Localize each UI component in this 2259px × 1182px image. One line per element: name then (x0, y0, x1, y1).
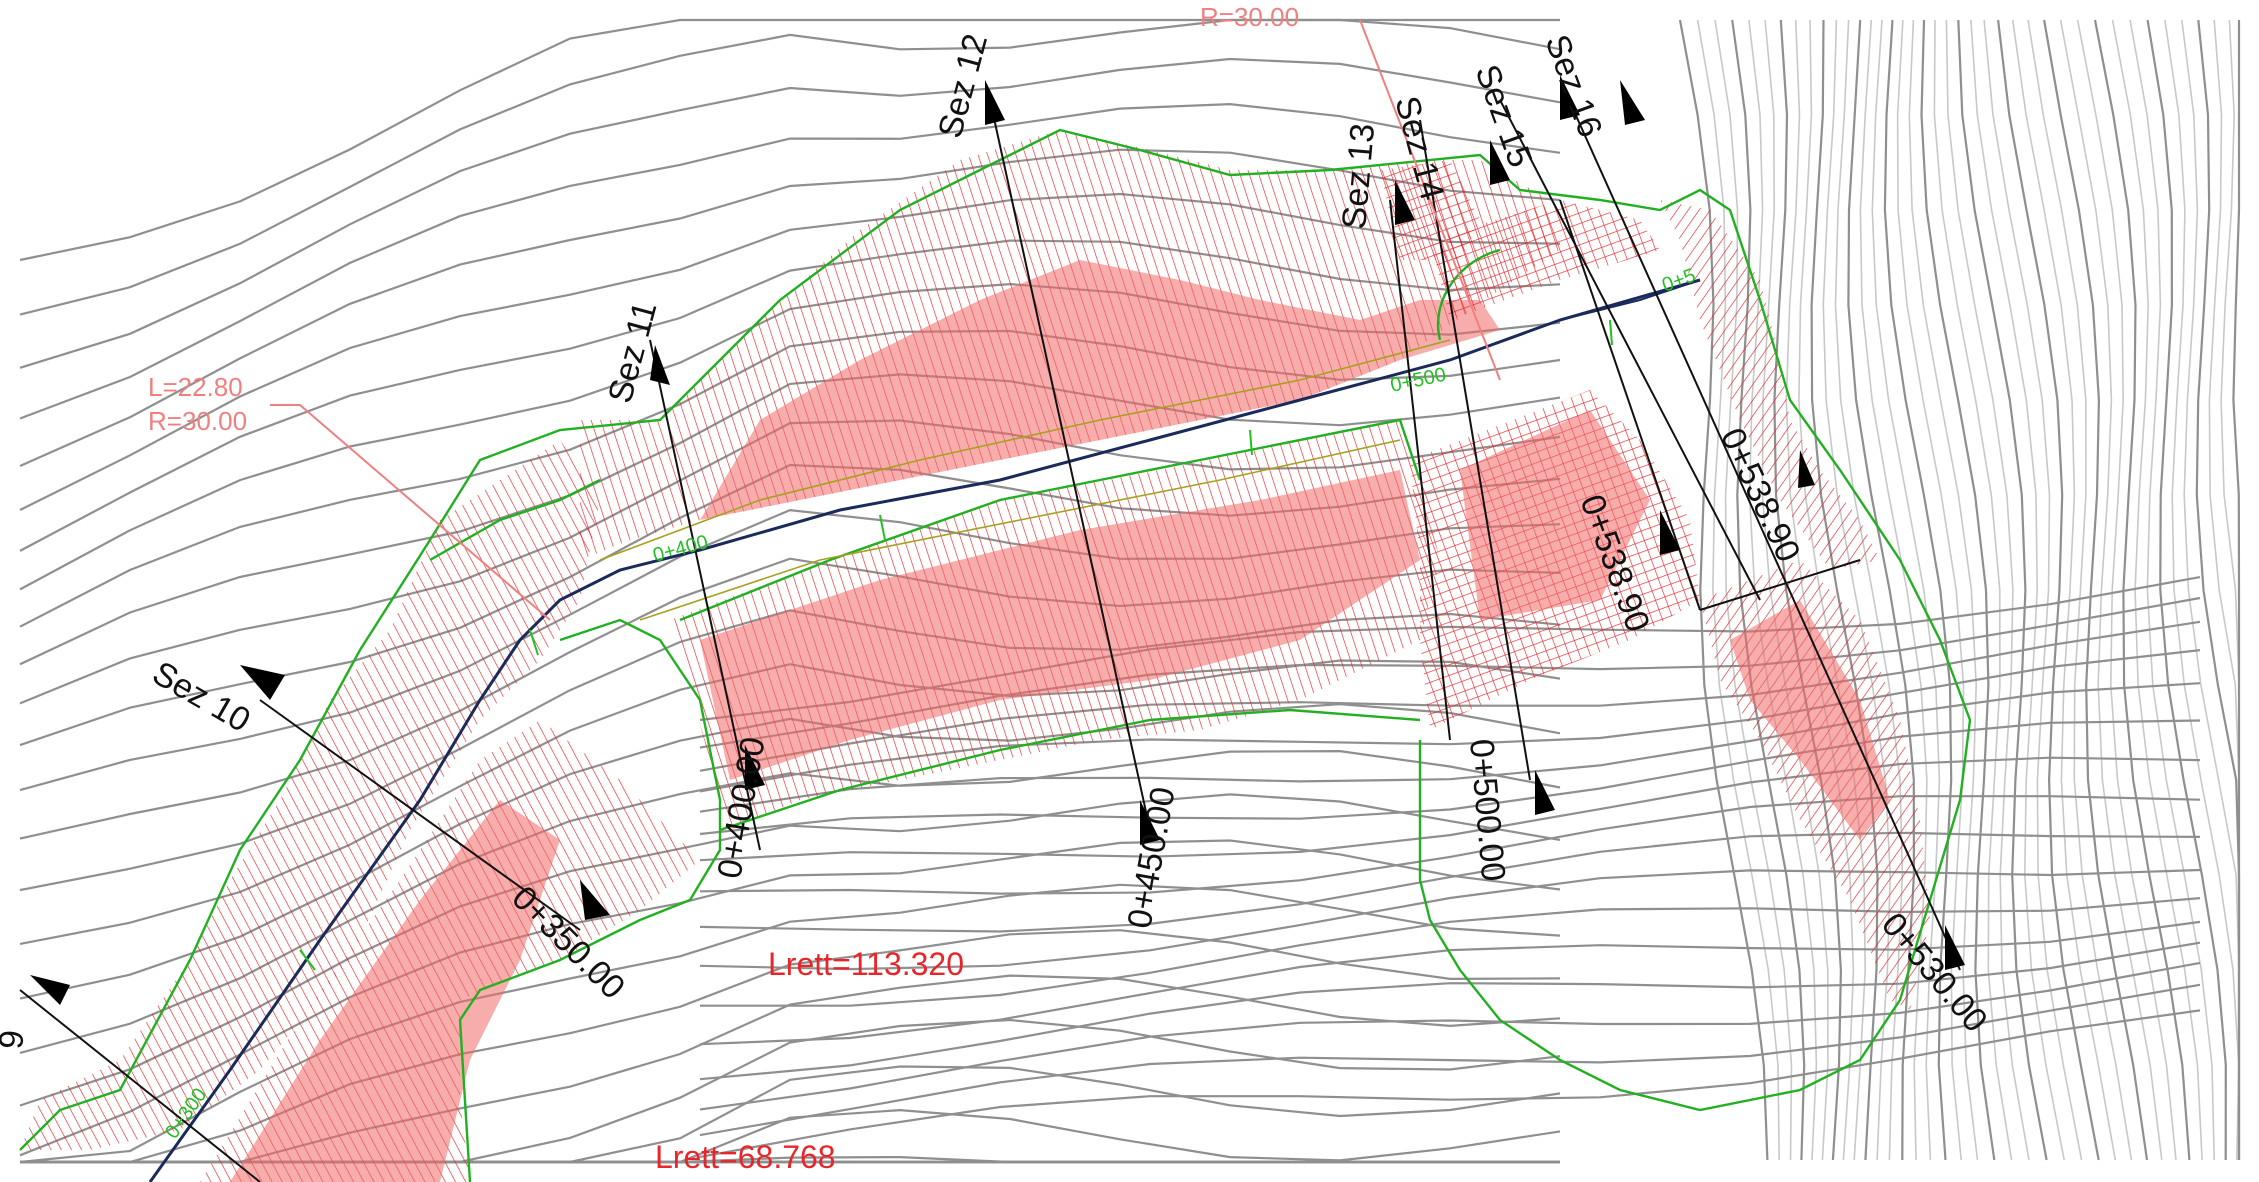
contour-line (1945, 19, 2030, 1161)
contour-line (699, 795, 2201, 895)
grid-area-junction-dense (1460, 410, 1650, 620)
section-label: 9 (0, 1029, 32, 1051)
curve-length-label: L=22.80 (148, 372, 243, 402)
contour-line (699, 719, 2201, 836)
fill-area-south-dense (700, 470, 1420, 780)
contour-line (2146, 19, 2227, 1161)
arrow-icon (745, 745, 765, 790)
arrow-icon (1660, 510, 1680, 555)
contour-line (1859, 19, 1928, 1161)
straight-length-label: Lrett=68.768 (655, 1139, 836, 1175)
axis-mark-label: 0+400 (651, 531, 711, 567)
contour-line (1983, 19, 2083, 1161)
curve-leaders (270, 19, 1501, 621)
curve-radius-label: R=30.00 (148, 406, 247, 436)
contour-line (699, 831, 2201, 933)
contour-line (1810, 19, 1879, 1161)
fill-area-northeast (1660, 200, 1880, 570)
section-label: Sez 13 (1335, 122, 1382, 231)
contour-line (1883, 19, 1953, 1161)
arrow-icon (580, 880, 610, 920)
contour-line (699, 961, 2201, 1111)
contour-line (699, 983, 2201, 1137)
arrow-icon (985, 80, 1005, 125)
fill-area-north-dense (700, 260, 1500, 520)
arrow-icon (1620, 80, 1645, 125)
curve-radius-top-label: R=30.00 (1200, 2, 1299, 32)
contour-line (2164, 19, 2240, 1161)
contour-line (1696, 19, 1780, 1161)
contour-line (19, 148, 1561, 468)
contour-line (1997, 19, 2100, 1161)
section-arrows (30, 75, 1965, 1005)
fill-area-southwest-dense (230, 800, 560, 1182)
contour-line (1933, 19, 2013, 1161)
earthwork-areas (20, 130, 1930, 1182)
contour-line (19, 18, 1561, 316)
contour-line (1908, 19, 1979, 1161)
arrow-icon (1140, 800, 1160, 845)
contour-line (2027, 19, 2133, 1161)
arrow-icon (650, 345, 670, 385)
contour-line (2043, 19, 2149, 1161)
arrow-icon (1560, 75, 1580, 120)
contour-line (699, 1009, 2201, 1158)
arrow-icon (1490, 140, 1510, 185)
straight-length-label: Lrett=113.320 (768, 946, 964, 982)
contour-line (2220, 19, 2240, 1160)
fill-area-east-dense (1730, 600, 1890, 840)
axis-mark-label: 0+500 (1388, 364, 1448, 397)
contour-line (1822, 19, 1892, 1161)
contour-line (2011, 19, 2117, 1161)
chainage-label: 0+450.00 (1120, 784, 1182, 931)
contour-line (1896, 19, 1965, 1161)
arrow-icon (240, 665, 285, 700)
contour-line (2129, 19, 2215, 1161)
section-label: Sez 16 (1537, 30, 1609, 142)
road-axis (148, 278, 1701, 1182)
contour-line (2111, 19, 2203, 1161)
contour-line (2076, 19, 2177, 1161)
fill-area-west (20, 440, 600, 1150)
contour-line (699, 868, 2201, 971)
contour-line (699, 682, 2201, 813)
axis-ticks (299, 319, 1613, 971)
axis-mark-label: 0+5 (1659, 264, 1698, 296)
contour-line (2059, 19, 2163, 1161)
contour-line (1957, 19, 2048, 1161)
arrow-icon (1535, 770, 1555, 815)
contour-line (2181, 19, 2240, 1160)
contour-line (2232, 20, 2241, 1160)
section-lines (19, 79, 1961, 1182)
contour-line (19, 57, 1561, 369)
arrow-icon (1395, 180, 1415, 225)
works-boundary (19, 128, 1972, 1182)
fill-area-top-ramp (1430, 200, 1660, 320)
arrow-icon (1945, 925, 1965, 970)
chainage-label: 0+500.00 (1462, 737, 1512, 883)
contour-line (700, 897, 2201, 1007)
arrow-icon (1798, 450, 1815, 488)
contour-line (19, 102, 1561, 420)
contour-line (1920, 19, 1996, 1161)
section-label: Sez 10 (146, 654, 257, 740)
contour-line (699, 941, 2201, 1081)
contour-line (1871, 19, 1941, 1161)
contour-line (699, 756, 2201, 862)
arrow-icon (30, 975, 70, 1005)
